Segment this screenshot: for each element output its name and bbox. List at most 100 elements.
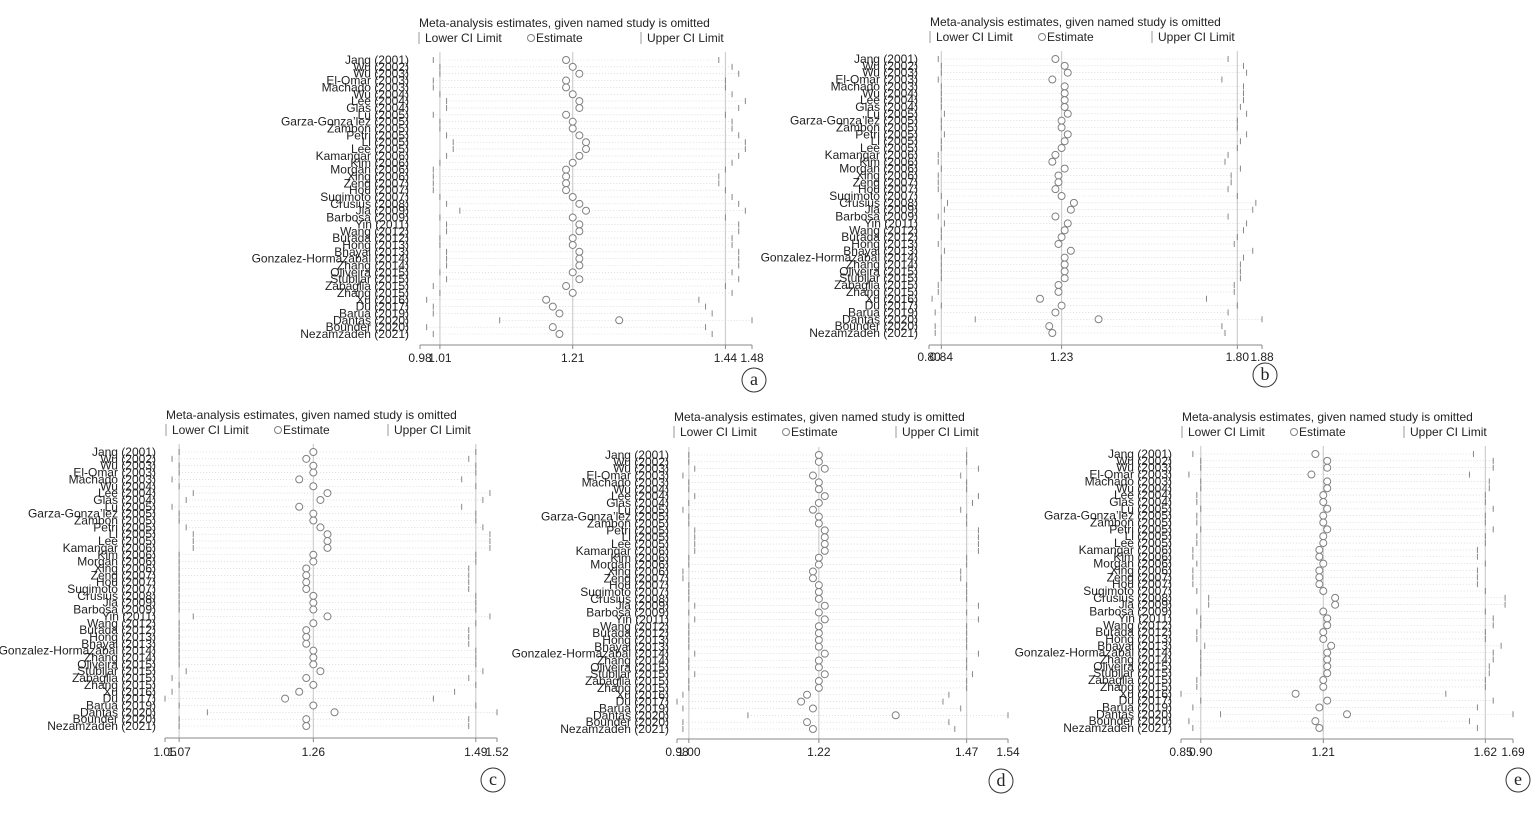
study-row: Barbosa (2009) — [73, 603, 477, 617]
study-label: El-Omar (2003) — [586, 469, 669, 483]
x-tick-label: 0.85 — [1169, 745, 1193, 759]
estimate-point — [1060, 226, 1069, 235]
study-label: Kamangar (2006) — [63, 541, 156, 555]
estimate-point — [1323, 456, 1332, 465]
study-row: Stubljar (2015) — [77, 664, 484, 678]
study-row: Garza-Gonza’lez (2005) — [28, 507, 477, 521]
study-row: Wu (2003) — [353, 67, 740, 81]
study-label: Stubljar (2015) — [330, 272, 409, 286]
estimate-point — [1057, 123, 1066, 132]
study-label: Lu (2005) — [358, 108, 409, 122]
legend-lower-label: Lower CI Limit — [1188, 425, 1265, 439]
study-row: Zambon (2005) — [327, 122, 733, 136]
forest-panel-e: Meta-analysis estimates, given named stu… — [1015, 410, 1531, 793]
study-row: Bounder (2020) — [1089, 714, 1471, 728]
estimate-point — [1057, 301, 1066, 310]
legend: Lower CI Limit Estimate Upper CI Limit — [929, 30, 1235, 44]
study-label: Kamangar (2006) — [825, 148, 918, 162]
estimate-point — [1060, 253, 1069, 262]
estimate-point — [575, 199, 584, 208]
estimate-point — [562, 83, 571, 92]
estimate-point — [1063, 109, 1072, 118]
estimate-point — [309, 701, 318, 710]
study-row: Morgan (2006) — [839, 162, 1241, 176]
study-label: Nezamzadeh (2021) — [47, 719, 156, 733]
study-row: Petri (2005) — [93, 520, 484, 534]
study-row: Crusius (2008) — [590, 592, 968, 606]
study-label: Hong (2013) — [89, 630, 156, 644]
study-label: Wu (2002) — [353, 60, 409, 74]
study-row: Barua (2019) — [848, 305, 1229, 319]
study-label: Oliveira (2015) — [77, 657, 156, 671]
estimate-point — [295, 687, 304, 696]
study-label: Lee (2005) — [1114, 536, 1172, 550]
study-row: Wu (2003) — [100, 459, 477, 473]
study-label: Lee (2004) — [611, 489, 669, 503]
study-label: Wu (2004) — [100, 479, 156, 493]
estimate-point — [330, 708, 339, 717]
study-label: Wu (2004) — [353, 87, 409, 101]
study-label: Zabaglia (2015) — [1088, 673, 1172, 687]
study-label: Bhayal (2013) — [843, 244, 918, 258]
estimate-point — [820, 540, 829, 549]
estimate-point — [1319, 607, 1328, 616]
study-row: Garza-Gonza’lez (2005) — [790, 114, 1238, 128]
study-label: Jang (2001) — [605, 448, 669, 462]
study-label: Zhang (2015) — [846, 285, 918, 299]
legend-estimate-marker — [782, 428, 790, 436]
estimate-point — [1323, 484, 1332, 493]
study-label: Morgan (2006) — [590, 558, 669, 572]
study-row: Jia (2009) — [616, 599, 979, 613]
study-label: Petri (2005) — [1109, 522, 1172, 536]
study-label: Lu (2005) — [105, 500, 156, 514]
study-row: Barbosa (2009) — [1089, 605, 1486, 619]
estimate-point — [281, 694, 290, 703]
study-label: Crusius (2008) — [1093, 591, 1172, 605]
study-label: Jia (2009) — [616, 599, 669, 613]
estimate-point — [302, 578, 311, 587]
estimate-point — [1291, 689, 1300, 698]
estimate-point — [562, 186, 571, 195]
study-label: Oliveira (2015) — [330, 265, 409, 279]
study-label: El-Omar (2003) — [835, 73, 918, 87]
estimate-point — [820, 670, 829, 679]
study-row: Garza-Gonza’lez (2005) — [541, 510, 968, 524]
study-label: Bhayal (2013) — [334, 245, 409, 259]
estimate-point — [1051, 185, 1060, 194]
x-tick-label: 0.98 — [665, 745, 689, 759]
study-row: Jang (2001) — [345, 53, 720, 67]
study-row: Zeng (2007) — [853, 175, 1232, 189]
estimate-point — [568, 62, 577, 71]
panel-label-text: a — [750, 369, 758, 389]
estimate-point — [814, 478, 823, 487]
study-label: Dantas (2020) — [333, 313, 409, 327]
study-row: Kim (2006) — [350, 156, 733, 170]
study-row: Lee (2005) — [611, 537, 979, 551]
study-label: Wu (2002) — [100, 452, 156, 466]
study-label: Glas (2004) — [93, 493, 156, 507]
study-row: Gonzalez-Hormazabal (2014) — [761, 251, 1244, 265]
study-row: Hong (2013) — [342, 238, 733, 252]
estimate-point — [575, 247, 584, 256]
estimate-point — [1045, 322, 1054, 331]
estimate-point — [302, 639, 311, 648]
study-row: Yin (2011) — [355, 217, 740, 231]
study-row: Li (2005) — [109, 527, 491, 541]
study-label: Barbosa (2009) — [1089, 605, 1172, 619]
study-row: Stubljar (2015) — [590, 667, 974, 681]
study-label: Burada (2012) — [332, 231, 409, 245]
study-row: Gonzalez-Hormazabal (2014) — [252, 252, 740, 266]
study-row: Yin (2011) — [864, 216, 1248, 230]
study-label: Machado (2003) — [831, 79, 918, 93]
estimate-point — [309, 482, 318, 491]
study-label: Barua (2019) — [1102, 700, 1172, 714]
forest-panel-b: Meta-analysis estimates, given named stu… — [761, 15, 1278, 388]
estimate-point — [1057, 192, 1066, 200]
study-row: Du (2017) — [103, 692, 434, 706]
estimate-point — [1060, 260, 1069, 269]
estimate-point — [548, 323, 557, 332]
study-row: Kim (2006) — [859, 155, 1226, 169]
study-label: Petri (2005) — [855, 127, 918, 141]
study-label: Kamangar (2006) — [316, 149, 409, 163]
study-label: Hou (2007) — [609, 578, 669, 592]
